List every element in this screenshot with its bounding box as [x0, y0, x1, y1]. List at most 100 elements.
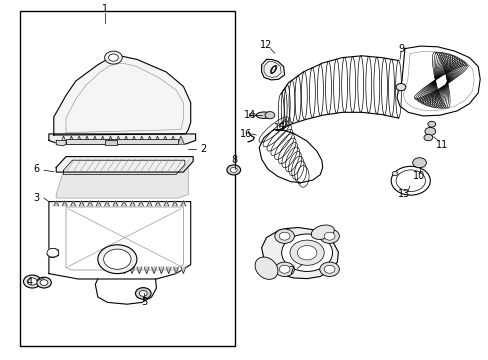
- Polygon shape: [129, 267, 134, 274]
- Polygon shape: [49, 202, 190, 279]
- Text: 11: 11: [435, 140, 448, 150]
- Polygon shape: [96, 201, 101, 206]
- Polygon shape: [144, 267, 149, 274]
- Circle shape: [23, 275, 41, 288]
- Text: 7: 7: [287, 266, 293, 276]
- Circle shape: [395, 170, 425, 192]
- Ellipse shape: [255, 257, 277, 279]
- Text: 4: 4: [26, 276, 32, 287]
- Bar: [66, 139, 178, 144]
- Polygon shape: [151, 267, 156, 274]
- Polygon shape: [163, 201, 168, 206]
- Polygon shape: [54, 201, 59, 206]
- Circle shape: [279, 232, 289, 240]
- Polygon shape: [122, 267, 127, 274]
- Polygon shape: [159, 267, 163, 274]
- Bar: [105, 140, 117, 145]
- Text: 8: 8: [231, 155, 237, 165]
- Text: 13: 13: [397, 189, 409, 199]
- Polygon shape: [138, 201, 143, 206]
- Polygon shape: [173, 267, 178, 274]
- Circle shape: [139, 291, 147, 296]
- Polygon shape: [56, 163, 188, 198]
- Text: 2: 2: [200, 144, 205, 154]
- Text: 15: 15: [273, 123, 285, 133]
- Circle shape: [427, 121, 435, 127]
- Circle shape: [47, 248, 59, 257]
- Circle shape: [395, 84, 405, 91]
- Polygon shape: [131, 136, 137, 143]
- Circle shape: [289, 240, 324, 265]
- Polygon shape: [162, 136, 168, 143]
- Circle shape: [274, 262, 294, 276]
- Polygon shape: [147, 201, 152, 206]
- Circle shape: [264, 112, 274, 119]
- Polygon shape: [261, 59, 284, 80]
- Text: 9: 9: [397, 44, 403, 54]
- Ellipse shape: [256, 112, 271, 118]
- Circle shape: [390, 166, 429, 195]
- Circle shape: [37, 277, 51, 288]
- Circle shape: [27, 278, 37, 285]
- Circle shape: [108, 54, 118, 61]
- Polygon shape: [139, 136, 144, 143]
- Polygon shape: [113, 201, 118, 206]
- Circle shape: [297, 246, 316, 260]
- Circle shape: [230, 167, 237, 172]
- Text: 10: 10: [412, 171, 425, 181]
- Polygon shape: [146, 136, 152, 143]
- Circle shape: [324, 232, 334, 240]
- Polygon shape: [56, 140, 66, 146]
- Polygon shape: [61, 136, 66, 143]
- Polygon shape: [47, 248, 59, 257]
- Circle shape: [274, 229, 294, 243]
- Circle shape: [424, 127, 435, 135]
- Circle shape: [319, 262, 339, 276]
- Polygon shape: [100, 136, 105, 143]
- Circle shape: [104, 51, 122, 64]
- Polygon shape: [71, 201, 76, 206]
- Polygon shape: [115, 136, 121, 143]
- Circle shape: [412, 158, 426, 168]
- Polygon shape: [87, 201, 92, 206]
- Polygon shape: [56, 157, 193, 172]
- Polygon shape: [396, 46, 479, 116]
- Polygon shape: [49, 134, 195, 144]
- Polygon shape: [107, 136, 113, 143]
- Polygon shape: [130, 201, 135, 206]
- Text: 6: 6: [34, 164, 40, 174]
- Polygon shape: [122, 201, 126, 206]
- Polygon shape: [281, 56, 398, 130]
- Polygon shape: [79, 201, 84, 206]
- Polygon shape: [76, 136, 82, 143]
- Circle shape: [324, 265, 334, 273]
- Circle shape: [226, 165, 240, 175]
- Circle shape: [103, 249, 131, 269]
- Circle shape: [249, 113, 255, 117]
- Polygon shape: [261, 228, 338, 279]
- Polygon shape: [170, 136, 176, 143]
- Text: 5: 5: [141, 297, 147, 307]
- Polygon shape: [137, 267, 142, 274]
- Polygon shape: [166, 267, 171, 274]
- Polygon shape: [154, 136, 160, 143]
- Text: 12: 12: [260, 40, 272, 50]
- Polygon shape: [181, 201, 185, 206]
- Polygon shape: [84, 136, 90, 143]
- Circle shape: [40, 280, 48, 285]
- Polygon shape: [181, 267, 185, 274]
- Polygon shape: [155, 201, 160, 206]
- Text: 1: 1: [102, 4, 108, 14]
- Ellipse shape: [311, 225, 333, 239]
- Text: 14: 14: [243, 110, 256, 120]
- Polygon shape: [178, 136, 183, 143]
- Circle shape: [98, 245, 137, 274]
- Polygon shape: [92, 136, 98, 143]
- Circle shape: [279, 265, 289, 273]
- Polygon shape: [172, 201, 177, 206]
- Polygon shape: [115, 267, 120, 274]
- Polygon shape: [259, 130, 322, 183]
- Polygon shape: [68, 136, 74, 143]
- Circle shape: [391, 171, 397, 176]
- Bar: [20, 11, 234, 346]
